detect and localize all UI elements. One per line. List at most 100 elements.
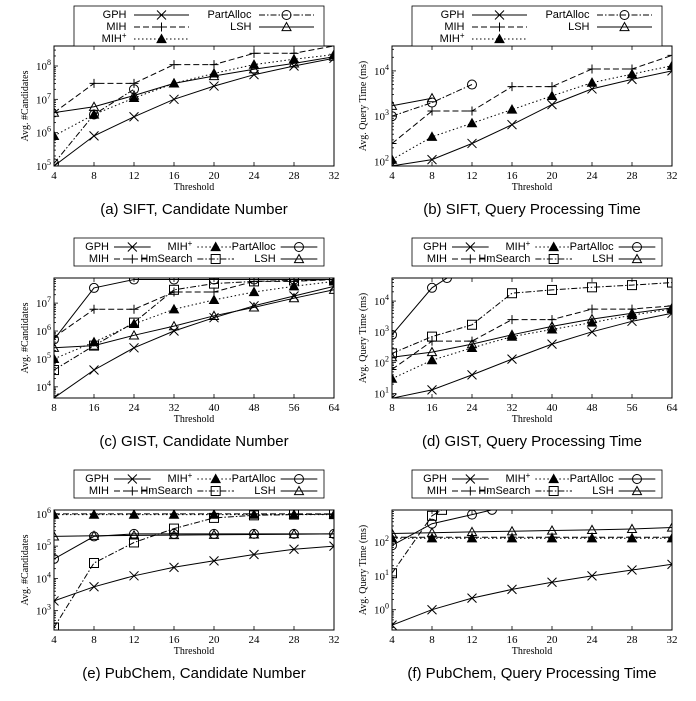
legend-marker: [494, 10, 505, 20]
legend-label: GPH: [85, 241, 109, 253]
x-tick-label: 64: [667, 402, 679, 414]
x-tick-label: 24: [587, 634, 599, 646]
x-tick-label: 40: [209, 402, 221, 414]
legend-marker: [156, 10, 167, 20]
series-area: [392, 50, 672, 166]
data-point: [328, 528, 334, 538]
data-point: [209, 60, 219, 70]
data-point: [54, 342, 60, 352]
plot-frame: [53, 509, 335, 631]
data-point: [129, 304, 139, 314]
legend-marker: [465, 254, 475, 264]
legend-label: MIH+: [167, 471, 192, 485]
data-point: [507, 82, 517, 92]
data-point: [426, 532, 438, 543]
data-point: [329, 541, 334, 551]
y-tick-label: 102: [374, 534, 389, 549]
data-point: [392, 540, 397, 551]
data-point: [427, 154, 437, 165]
x-tick-label: 4: [389, 634, 395, 646]
data-point: [626, 532, 638, 543]
data-point: [129, 317, 139, 328]
data-point: [89, 557, 99, 568]
x-tick-label: 16: [169, 634, 181, 646]
legend-marker: [294, 474, 304, 484]
y-tick-label: 103: [374, 324, 389, 339]
data-point: [329, 278, 334, 285]
data-point: [427, 331, 437, 342]
x-tick-label: 20: [547, 170, 559, 182]
legend-label: PartAlloc: [207, 9, 252, 21]
data-point: [426, 92, 438, 103]
data-point: [169, 60, 179, 70]
data-point: [392, 527, 398, 538]
data-point: [506, 525, 518, 536]
data-point: [547, 339, 557, 349]
data-point: [587, 64, 597, 74]
data-point: [168, 529, 180, 540]
data-point: [248, 63, 260, 74]
y-tick-label: 108: [36, 58, 51, 73]
data-point: [89, 131, 99, 141]
data-point: [54, 553, 59, 564]
data-point: [89, 365, 99, 375]
data-point: [249, 549, 259, 560]
x-axis-label: Threshold: [512, 182, 553, 193]
chart-panel: 4 8 12 16 20 24 28 32 100 101 102 Threshold Avg. Que…: [358, 469, 678, 682]
series-line: [54, 279, 334, 340]
legend-marker: [465, 486, 475, 496]
legend-label: GPH: [85, 473, 109, 485]
series-line: [392, 97, 433, 107]
series-line: [54, 280, 334, 360]
data-point: [209, 278, 219, 285]
data-point: [427, 282, 437, 293]
legend-label: MIH+: [505, 471, 530, 485]
legend-marker: [210, 486, 221, 496]
data-point: [129, 342, 139, 353]
data-point: [437, 510, 447, 515]
legend-label: MIH: [427, 485, 447, 497]
data-point: [128, 90, 140, 100]
series-line: [392, 70, 672, 166]
x-tick-label: 32: [667, 634, 678, 646]
data-point: [667, 532, 672, 542]
data-point: [467, 319, 477, 330]
data-point: [128, 510, 140, 519]
x-axis-label: Threshold: [174, 646, 215, 657]
data-point: [169, 278, 179, 285]
legend: [411, 237, 663, 267]
data-point: [392, 620, 397, 630]
data-point: [392, 568, 397, 579]
legend-marker: [293, 253, 305, 264]
legend-marker: [465, 242, 476, 252]
data-point: [168, 303, 180, 314]
data-point: [168, 510, 180, 519]
data-point: [54, 332, 59, 342]
legend-label: HmSearch: [478, 485, 530, 497]
y-axis-label: Avg. Query Time (ms): [358, 525, 369, 615]
legend-label: LSH: [568, 21, 589, 33]
data-point: [329, 510, 334, 520]
series-line: [54, 285, 334, 398]
x-tick-label: 24: [249, 170, 261, 182]
data-point: [129, 111, 139, 122]
legend: [411, 469, 663, 499]
y-tick-label: 104: [36, 379, 51, 394]
x-tick-label: 28: [289, 634, 301, 646]
data-point: [667, 301, 672, 311]
data-point: [467, 370, 477, 380]
legend-label: LSH: [254, 253, 275, 265]
x-tick-label: 56: [627, 402, 639, 414]
data-point: [89, 304, 99, 314]
x-tick-label: 16: [507, 170, 519, 182]
data-point: [392, 364, 397, 374]
legend-marker: [548, 473, 560, 484]
x-tick-label: 56: [289, 402, 301, 414]
x-tick-label: 32: [329, 634, 340, 646]
data-point: [506, 532, 518, 543]
data-point: [54, 596, 59, 606]
legend-marker: [127, 254, 137, 264]
x-tick-label: 28: [627, 170, 639, 182]
x-tick-label: 8: [51, 402, 57, 414]
